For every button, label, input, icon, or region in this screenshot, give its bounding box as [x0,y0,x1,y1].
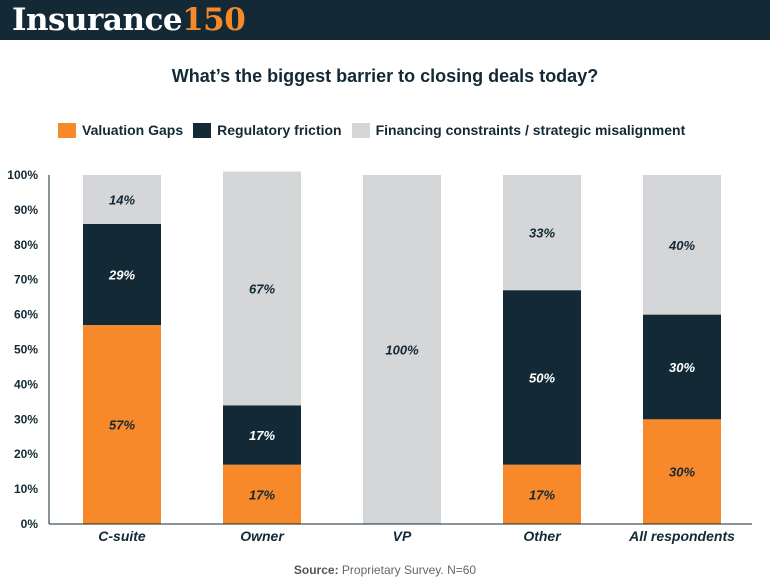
bar-segment [83,223,161,326]
legend-swatch-financing-constraints [351,122,370,138]
y-tick-label: 20% [14,447,38,461]
data-label: 30% [669,360,695,375]
x-category-label: VP [393,528,412,544]
data-label: 50% [529,370,555,385]
legend-swatch-valuation-gaps [58,122,76,138]
x-category-label: C-suite [98,528,146,544]
y-tick-label: 0% [21,517,39,531]
legend-item-valuation-gaps: Valuation Gaps [58,122,183,138]
site-logo[interactable]: Insurance150 [12,2,246,38]
data-label: 40% [668,238,695,253]
bar-segment [223,405,301,465]
data-label: 67% [249,281,275,296]
y-tick-label: 100% [7,168,38,182]
data-label: 29% [108,267,135,282]
data-label: 30% [669,465,695,480]
data-label: 17% [249,428,275,443]
data-label: 14% [109,192,135,207]
bar-segment [223,464,301,524]
legend-item-financing-constraints: Financing constraints / strategic misali… [351,122,686,138]
bar-segment [643,419,721,524]
bar-segment [503,290,581,465]
data-label: 100% [385,343,419,358]
bar-segment [643,314,721,420]
data-label: 33% [529,226,555,241]
bar-segment [83,175,161,224]
chart-source: Source: Proprietary Survey. N=60 [0,563,770,577]
chart-title: What’s the biggest barrier to closing de… [171,66,599,86]
bar-segment [83,325,161,524]
bar-segment [363,175,441,524]
legend-swatch-regulatory-friction [193,122,212,138]
logo-word: Insurance [12,2,183,38]
y-tick-label: 40% [14,377,38,391]
x-category-label: All respondents [628,528,735,544]
y-tick-label: 90% [14,203,38,217]
y-tick-label: 70% [14,273,38,287]
x-category-label: Other [523,528,562,544]
legend-label-valuation-gaps: Valuation Gaps [82,122,184,138]
bar-segment [503,464,581,524]
legend-label-regulatory-friction: Regulatory friction [217,122,342,138]
source-text: Proprietary Survey. N=60 [341,563,477,577]
x-category-label: Owner [240,528,285,544]
y-tick-label: 80% [14,238,38,252]
data-label: 17% [249,487,275,502]
y-tick-label: 10% [14,482,38,496]
source-label: Source: [293,563,339,577]
legend-label-financing-constraints: Financing constraints / strategic misali… [375,122,686,138]
bar-segment [223,171,301,406]
header-bar: Insurance150 [0,0,770,40]
y-tick-label: 30% [14,412,38,426]
data-label: 57% [109,418,135,433]
y-tick-label: 60% [14,308,38,322]
bar-segment [503,175,581,291]
legend-item-regulatory-friction: Regulatory friction [193,122,342,138]
chart-legend: Valuation Gaps Regulatory friction Finan… [58,120,695,140]
bar-segment [643,175,721,315]
y-tick-label: 50% [14,343,38,357]
data-label: 17% [529,487,555,502]
logo-number: 150 [182,2,246,38]
